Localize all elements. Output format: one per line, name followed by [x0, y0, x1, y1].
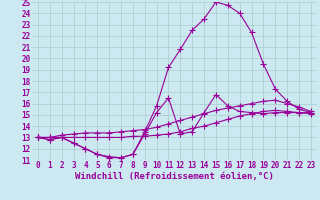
- X-axis label: Windchill (Refroidissement éolien,°C): Windchill (Refroidissement éolien,°C): [75, 172, 274, 181]
